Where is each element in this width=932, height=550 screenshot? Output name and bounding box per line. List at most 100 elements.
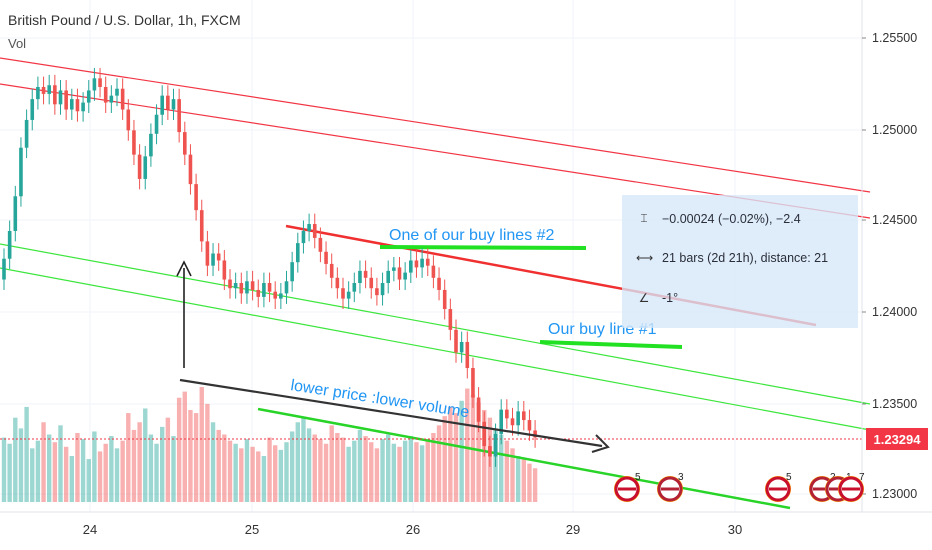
candle-body bbox=[403, 272, 407, 280]
grid bbox=[0, 0, 862, 512]
candle-body bbox=[120, 88, 125, 110]
volume-bar bbox=[312, 434, 317, 502]
x-tick-label: 29 bbox=[566, 522, 580, 537]
volume-bar bbox=[103, 443, 108, 502]
volume-bar bbox=[448, 406, 453, 502]
candle-body bbox=[7, 230, 12, 259]
volume-bar bbox=[453, 413, 459, 502]
volume-bar bbox=[205, 403, 210, 502]
candle-body bbox=[194, 184, 198, 211]
buy-line-2-marker bbox=[379, 245, 587, 250]
candle-body bbox=[318, 237, 323, 252]
volume-bar bbox=[210, 422, 216, 502]
volume-bar bbox=[35, 440, 41, 502]
volume-bar bbox=[75, 433, 80, 502]
volume-bar bbox=[521, 459, 526, 502]
volume-bar bbox=[109, 436, 114, 502]
volume-bar bbox=[188, 410, 193, 502]
candle-body bbox=[425, 258, 430, 266]
volume-bar bbox=[346, 446, 351, 502]
candle-body bbox=[476, 397, 481, 422]
volume-bar bbox=[227, 440, 233, 502]
volume-bar bbox=[340, 437, 346, 502]
volume-bar bbox=[425, 439, 430, 502]
candle-body bbox=[420, 258, 424, 268]
x-tick-label: 26 bbox=[406, 522, 420, 537]
candle-body bbox=[448, 309, 453, 330]
y-tick-label: 1.25000 bbox=[872, 123, 917, 137]
volume-bar bbox=[295, 422, 300, 502]
volume-bar bbox=[165, 417, 171, 502]
candle-body bbox=[149, 133, 153, 157]
current-price-tag: 1.23294 bbox=[866, 428, 928, 450]
candle-body bbox=[442, 289, 447, 310]
candle-body bbox=[301, 230, 306, 244]
candle-body bbox=[465, 341, 470, 369]
volume-bar bbox=[352, 440, 357, 502]
volume-bar bbox=[499, 434, 504, 502]
candle-body bbox=[346, 291, 351, 299]
measure-angle-row: ∠ -1° bbox=[636, 291, 679, 305]
candle-body bbox=[358, 270, 362, 284]
candle-body bbox=[81, 102, 85, 112]
volume-bar bbox=[154, 443, 159, 502]
volume-bar bbox=[47, 434, 52, 502]
volume-bar bbox=[515, 456, 521, 502]
volume-bar bbox=[408, 436, 413, 502]
volume-bar bbox=[256, 451, 261, 502]
volume-bar bbox=[301, 417, 306, 502]
candle-body bbox=[454, 329, 458, 353]
candle-body bbox=[36, 86, 40, 100]
volume-bar bbox=[176, 397, 182, 502]
candle-body bbox=[527, 420, 532, 431]
volume-bar bbox=[63, 446, 69, 502]
buy-line-1-marker bbox=[539, 340, 683, 349]
volume-bar bbox=[13, 417, 18, 502]
candle-body bbox=[488, 446, 492, 457]
candle-body bbox=[262, 283, 266, 297]
channel-green-line-2 bbox=[0, 267, 871, 431]
candle-body bbox=[143, 156, 148, 179]
volume-bar bbox=[114, 448, 120, 502]
candle-body bbox=[307, 224, 311, 231]
volume-bar bbox=[193, 413, 199, 502]
measure-angle-text: -1° bbox=[662, 291, 679, 305]
candle-body bbox=[505, 409, 509, 419]
volume-bar bbox=[465, 388, 470, 502]
volume-bar bbox=[306, 428, 312, 502]
candle-body bbox=[341, 288, 345, 299]
candle-body bbox=[516, 411, 520, 426]
volume-bar bbox=[86, 459, 91, 502]
volume-bar bbox=[318, 439, 323, 502]
bar-range-icon: ⟷ bbox=[636, 251, 654, 265]
volume-bar bbox=[431, 433, 436, 502]
candle-body bbox=[471, 368, 475, 398]
candlesticks bbox=[2, 67, 537, 467]
volume-bar bbox=[261, 456, 267, 502]
volume-comment-label: lower price :lower volume bbox=[289, 377, 470, 421]
candle-body bbox=[250, 281, 255, 290]
candle-body bbox=[409, 260, 413, 273]
volume-bar bbox=[278, 449, 284, 502]
volume-bar bbox=[329, 425, 334, 502]
volume-bar bbox=[18, 428, 24, 502]
volume-bar bbox=[476, 402, 481, 502]
candle-body bbox=[177, 99, 181, 133]
volume-bar bbox=[380, 439, 385, 502]
volume-bar bbox=[137, 422, 142, 502]
volume-bar bbox=[442, 416, 447, 502]
volume-indicator-label: Vol bbox=[8, 36, 27, 51]
volume-bar bbox=[92, 431, 97, 502]
candle-body bbox=[166, 95, 170, 110]
candle-body bbox=[239, 283, 244, 294]
candle-body bbox=[324, 251, 328, 264]
volume-bar bbox=[363, 436, 368, 502]
candle-body bbox=[30, 99, 35, 120]
candle-body bbox=[24, 119, 29, 148]
candle-body bbox=[160, 95, 164, 115]
measure-bars-text: 21 bars (2d 21h), distance: 21 bbox=[662, 251, 829, 265]
volume-trend-arrow bbox=[179, 378, 603, 448]
volume-bar bbox=[510, 448, 515, 502]
